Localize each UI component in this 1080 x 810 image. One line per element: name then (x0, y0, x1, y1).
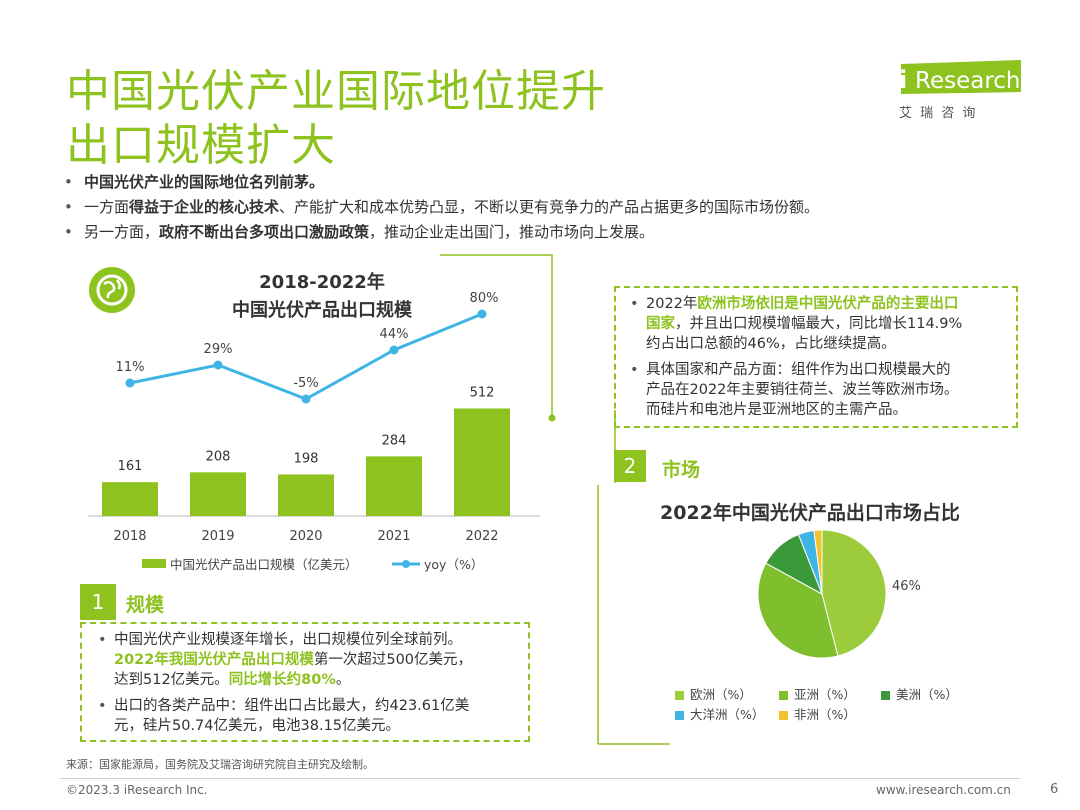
bar-value-label: 284 (382, 433, 407, 448)
section1-title: 规模 (126, 594, 165, 616)
legend-oceania: 大洋洲（%） (675, 704, 764, 723)
x-tick-label: 2019 (201, 529, 234, 544)
bar-2019 (190, 472, 246, 516)
intro-bullet-2: 一方面得益于企业的核心技术、产能扩大和成本优势凸显，不断以更有竞争力的产品占据更… (64, 195, 819, 220)
yoy-label: 44% (380, 327, 409, 342)
bar-2018 (102, 482, 158, 516)
legend-africa: 非洲（%） (779, 704, 856, 723)
yoy-label: -5% (293, 376, 318, 391)
x-tick-label: 2021 (377, 529, 410, 544)
footer-website: www.iresearch.com.cn (876, 783, 1011, 797)
bar-value-label: 208 (206, 449, 231, 464)
yoy-point (389, 345, 399, 355)
yoy-label: 11% (116, 360, 145, 375)
yoy-point (213, 360, 223, 370)
intro-bullets: 中国光伏产业的国际地位名列前茅。 一方面得益于企业的核心技术、产能扩大和成本优势… (64, 170, 819, 245)
bar-value-label: 198 (294, 451, 319, 466)
bar-value-label: 161 (118, 459, 143, 474)
section1-number: 1 (80, 584, 116, 620)
logo-cn: 艾 瑞 咨 询 (899, 106, 978, 121)
intro-bullet-1: 中国光伏产业的国际地位名列前茅。 (64, 170, 819, 195)
footer-copyright: ©2023.3 iResearch Inc. (66, 783, 208, 797)
iresearch-logo: i Research 艾 瑞 咨 询 (893, 58, 1023, 128)
logo-i: i (899, 66, 907, 94)
section1-point-2: 出口的各类产品中：组件出口占比最大，约423.61亿美 元，硅片50.74亿美元… (96, 696, 518, 736)
x-tick-label: 2020 (289, 529, 322, 544)
page-number: 6 (1050, 782, 1059, 797)
legend-bar-label: 中国光伏产品出口规模（亿美元） (170, 557, 358, 572)
pie-legend: 欧洲（%） 亚洲（%） 美洲（%） 大洋洲（%） 非洲（%） (675, 684, 995, 723)
source-note: 来源：国家能源局，国务院及艾瑞咨询研究院自主研究及绘制。 (66, 758, 374, 771)
section1-point-1: 中国光伏产业规模逐年增长，出口规模位列全球前列。 2022年我国光伏产品出口规模… (96, 630, 518, 690)
section1-box: 中国光伏产业规模逐年增长，出口规模位列全球前列。 2022年我国光伏产品出口规模… (80, 622, 530, 742)
chart2-title: 2022年中国光伏产品出口市场占比 (660, 502, 960, 524)
legend-line-label: yoy（%） (424, 557, 483, 572)
bar-2020 (278, 474, 334, 516)
bar-2022 (454, 408, 510, 516)
logo-research: Research (915, 68, 1021, 94)
pie-slice-1 (757, 562, 839, 659)
legend-america: 美洲（%） (881, 684, 958, 703)
yoy-point (477, 309, 487, 319)
intro-bullet-3: 另一方面，政府不断出台多项出口激励政策，推动企业走出国门，推动市场向上发展。 (64, 220, 819, 245)
pie-slice-4 (813, 529, 823, 595)
logo-graphic: i Research (899, 60, 1021, 94)
yoy-label: 29% (204, 342, 233, 357)
page-title-line1: 中国光伏产业国际地位提升 (66, 66, 606, 117)
chart1-title-line2: 中国光伏产品出口规模 (232, 299, 413, 321)
bar-value-label: 512 (470, 385, 495, 400)
legend-europe: 欧洲（%） (675, 684, 752, 703)
footer-divider (60, 778, 1020, 779)
globe-icon (88, 266, 136, 318)
yoy-point (125, 378, 135, 388)
section2-number: 2 (614, 450, 646, 482)
right-point-2: 具体国家和产品方面：组件作为出口规模最大的 产品在2022年主要销往荷兰、波兰等… (628, 360, 1010, 420)
legend-asia: 亚洲（%） (779, 684, 856, 703)
chart1-title-line1: 2018-2022年 (259, 271, 385, 293)
pie-label-europe: 46% (892, 579, 921, 594)
right-point-1: 2022年欧洲市场依旧是中国光伏产品的主要出口 国家，并且出口规模增幅最大，同比… (628, 294, 1010, 354)
bar-2021 (366, 456, 422, 516)
x-tick-label: 2018 (113, 529, 146, 544)
yoy-label: 80% (470, 291, 499, 306)
europe-market-box: 2022年欧洲市场依旧是中国光伏产品的主要出口 国家，并且出口规模增幅最大，同比… (614, 286, 1018, 428)
market-share-pie: 46% (757, 529, 921, 659)
export-scale-chart: 2018-2022年 中国光伏产品出口规模 161 2018 208 2019 198 2… (88, 271, 540, 572)
pie-slice-0 (821, 529, 887, 657)
section2-title: 市场 (662, 459, 701, 481)
page-title-line2: 出口规模扩大 (66, 120, 336, 171)
x-tick-label: 2022 (465, 529, 498, 544)
yoy-point (301, 394, 311, 404)
